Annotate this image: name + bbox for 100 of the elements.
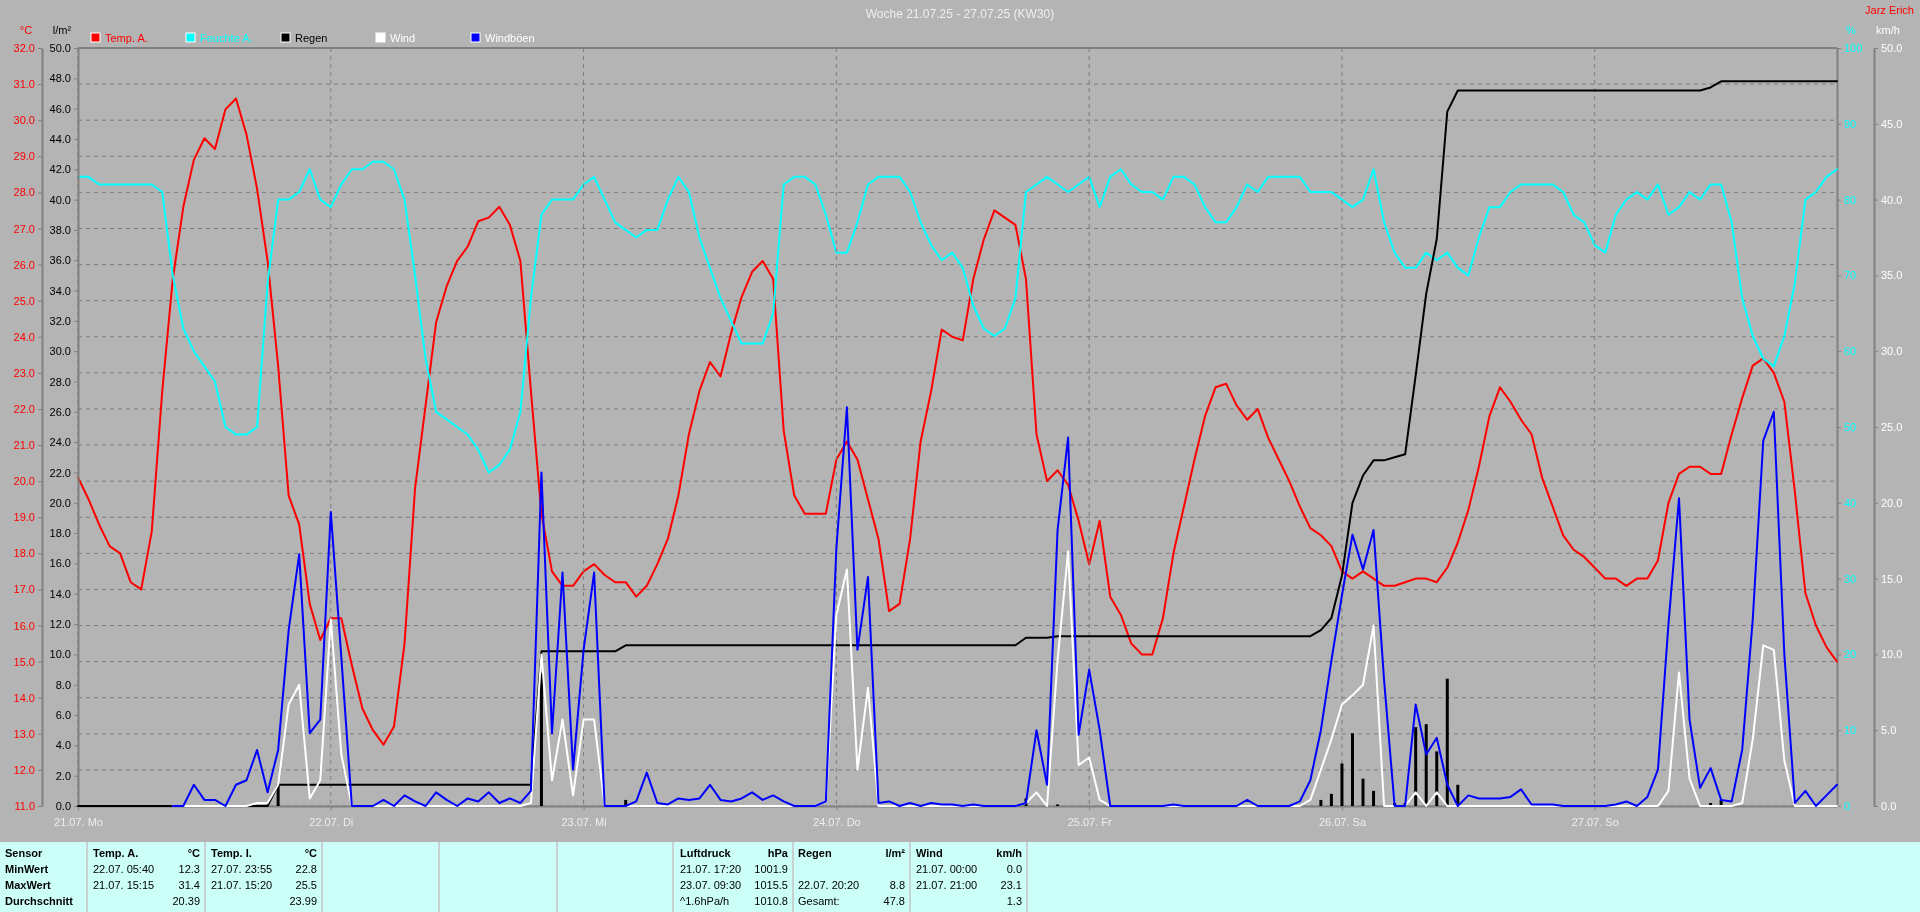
text: 25.5	[295, 879, 317, 891]
y-tick-label: 23.0	[13, 366, 35, 379]
y2-tick-label: 40	[1844, 496, 1857, 509]
y-tick-label: 16.0	[13, 619, 35, 632]
legend-label: Temp. A.	[105, 32, 148, 44]
y-tick-label: 4.0	[55, 739, 71, 752]
text: Regen	[798, 847, 832, 859]
y-tick-label: 48.0	[49, 72, 71, 85]
y2-tick-label: 30.0	[1881, 345, 1903, 358]
text: 27.07. 23:55	[211, 863, 273, 875]
text: 21.07. 17:20	[680, 863, 742, 875]
y-tick-label: 0.0	[55, 800, 71, 813]
text: 22.07. 20:20	[798, 879, 860, 891]
text: 21.07. 21:00	[916, 879, 978, 891]
y-tick-label: 14.0	[13, 691, 35, 704]
y-tick-label: 18.0	[49, 527, 71, 540]
y-tick-label: 15.0	[13, 655, 35, 668]
y-tick-label: 26.0	[13, 258, 35, 271]
y-tick-label: 19.0	[13, 511, 35, 524]
x-tick-label: 24.07. Do	[813, 815, 861, 828]
y-tick-label: 24.0	[13, 330, 35, 343]
text: 0.0	[1006, 863, 1022, 875]
text: l/m²	[885, 847, 906, 859]
y2-tick-label: 40.0	[1881, 193, 1903, 206]
x-tick-label: 21.07. Mo	[54, 815, 103, 828]
x-tick-label: 25.07. Fr	[1067, 815, 1112, 828]
y2-tick-label: 35.0	[1881, 269, 1903, 282]
y2-tick-label: 90	[1844, 117, 1857, 130]
text: 22.07. 05:40	[93, 863, 155, 875]
text: Sensor	[5, 847, 44, 859]
y-tick-label: 50.0	[49, 42, 71, 55]
y-tick-label: 10.0	[49, 648, 71, 661]
y-tick-label: 46.0	[49, 102, 71, 115]
text: 12.3	[178, 863, 200, 875]
text: hPa	[767, 847, 789, 859]
text: 23.1	[1000, 879, 1022, 891]
y-axis-title: °C	[19, 24, 33, 36]
y-tick-label: 28.0	[49, 375, 71, 388]
y-tick-label: 36.0	[49, 254, 71, 267]
legend-label: Regen	[295, 32, 328, 44]
text: Temp. A.	[93, 847, 139, 859]
y-tick-label: 2.0	[55, 769, 71, 782]
x-tick-label: 27.07. So	[1571, 815, 1619, 828]
text: Luftdruck	[680, 847, 732, 859]
y-tick-label: 32.0	[49, 314, 71, 327]
y-tick-label: 22.0	[49, 466, 71, 479]
y-tick-label: 32.0	[13, 42, 35, 55]
y2-tick-label: 10	[1844, 724, 1857, 737]
y2-tick-label: 15.0	[1881, 572, 1903, 585]
y2-tick-label: 5.0	[1881, 724, 1897, 737]
y-tick-label: 20.0	[13, 475, 35, 488]
y-tick-label: 42.0	[49, 163, 71, 176]
text: MinWert	[5, 863, 49, 875]
text: 31.4	[178, 879, 200, 891]
text: 23.99	[289, 895, 317, 907]
y2-tick-label: 20	[1844, 648, 1857, 661]
y-tick-label: 20.0	[49, 496, 71, 509]
y2-tick-label: 20.0	[1881, 496, 1903, 509]
y-tick-label: 14.0	[49, 587, 71, 600]
text: ^1.6hPa/h	[680, 895, 730, 907]
y2-tick-label: 60	[1844, 345, 1857, 358]
y2-tick-label: 30	[1844, 572, 1857, 585]
text: MaxWert	[5, 879, 51, 891]
y2-tick-label: 0.0	[1881, 800, 1897, 813]
y2-axis-title: km/h	[1876, 24, 1900, 36]
text: Durchschnitt	[5, 895, 74, 907]
text: °C	[304, 847, 318, 859]
text: km/h	[996, 847, 1023, 859]
y2-tick-label: 45.0	[1881, 117, 1903, 130]
y-tick-label: 26.0	[49, 405, 71, 418]
y-tick-label: 28.0	[13, 186, 35, 199]
y-tick-label: 18.0	[13, 547, 35, 560]
y2-tick-label: 70	[1844, 269, 1857, 282]
y-tick-label: 31.0	[13, 78, 35, 91]
text: 21.07. 15:15	[93, 879, 155, 891]
y-tick-label: 13.0	[13, 727, 35, 740]
x-tick-label: 23.07. Mi	[561, 815, 607, 828]
y-tick-label: 6.0	[55, 709, 71, 722]
y-tick-label: 30.0	[13, 114, 35, 127]
text: Wind	[916, 847, 943, 859]
text: 1010.8	[754, 895, 788, 907]
y2-tick-label: 100	[1844, 42, 1863, 55]
text: 22.8	[295, 863, 317, 875]
text: °C	[187, 847, 201, 859]
y-tick-label: 8.0	[55, 678, 71, 691]
text: 47.8	[883, 895, 905, 907]
text: 8.8	[889, 879, 905, 891]
y-tick-label: 44.0	[49, 132, 71, 145]
y-tick-label: 12.0	[13, 763, 35, 776]
chart-title: Woche 21.07.25 - 27.07.25 (KW30)	[865, 7, 1055, 21]
y-tick-label: 34.0	[49, 284, 71, 297]
y-tick-label: 16.0	[49, 557, 71, 570]
text: 20.39	[172, 895, 200, 907]
y2-tick-label: 25.0	[1881, 421, 1903, 434]
y2-tick-label: 50	[1844, 421, 1857, 434]
text: Jarz Erich	[1865, 4, 1914, 16]
y-tick-label: 29.0	[13, 150, 35, 163]
y2-tick-label: 10.0	[1881, 648, 1903, 661]
text: 1.3	[1006, 895, 1022, 907]
y2-tick-label: 80	[1844, 193, 1857, 206]
